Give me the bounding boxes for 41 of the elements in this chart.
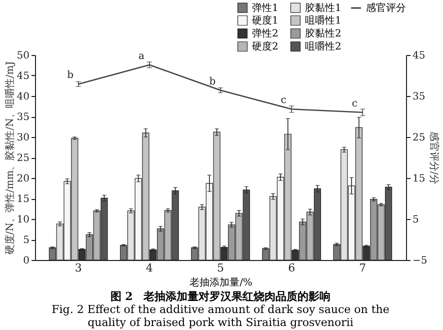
text: Fig. 2 Effect of the additive amount of dark soy sauce on the quality of braised pork with Siraitia grosvenorii <box>52 303 390 329</box>
legend-label: 胶黏性2 <box>305 28 342 40</box>
text: 图 2 老抽添加量对罗汉果红烧肉品质的影响 <box>110 290 331 303</box>
x-tick-label: 6 <box>288 262 296 274</box>
annotation: c <box>352 98 358 110</box>
y2-tick-label: 45 <box>412 50 426 62</box>
x-tick-label: 5 <box>217 262 224 274</box>
x-tick-label: 3 <box>74 262 82 274</box>
y-tick-label: 10 <box>16 214 30 226</box>
y-axis-title: 硬度/N、弹性/mm、胶黏性/N、咀嚼性/mJ <box>4 61 16 255</box>
legend-label: 弹性2 <box>252 28 278 40</box>
y-tick-label: 25 <box>16 153 30 164</box>
annotation: c <box>280 95 287 106</box>
legend-label: 胶黏性1 <box>305 2 342 14</box>
annotation: b <box>67 70 74 82</box>
annotation: a <box>138 50 144 62</box>
y2-tick-label: 35 <box>412 92 426 102</box>
y2-tick-label: 25 <box>412 132 426 144</box>
y-tick-label: 40 <box>16 92 30 102</box>
y2-tick-label: 15 <box>412 174 426 184</box>
legend-label: 感官评分 <box>366 2 406 14</box>
y-tick-label: 45 <box>16 71 30 82</box>
y2-axis-title: 感官评分/分 <box>428 131 440 185</box>
y2-tick-label: 5 <box>412 214 419 226</box>
y-tick-label: 5 <box>23 235 30 246</box>
y-tick-label: 20 <box>16 174 30 184</box>
x-axis-title: 老抽添加量/% <box>190 276 252 288</box>
legend-label: 硬度2 <box>252 40 278 52</box>
annotation: b <box>209 76 216 88</box>
x-tick-label: 7 <box>359 262 366 274</box>
y-tick-label: 0 <box>23 256 30 266</box>
legend-label: 咀嚼性2 <box>305 40 342 52</box>
y-tick-label: 50 <box>16 50 30 62</box>
y-tick-label: 30 <box>16 132 30 144</box>
legend-label: 弹性1 <box>252 2 278 14</box>
legend-label: 硬度1 <box>252 14 278 26</box>
y-tick-label: 35 <box>16 112 30 123</box>
legend-label: 咀嚼性1 <box>305 14 342 26</box>
y-tick-label: 15 <box>16 194 30 205</box>
y2-tick-label: −5 <box>412 256 428 266</box>
x-tick-label: 4 <box>146 262 153 274</box>
